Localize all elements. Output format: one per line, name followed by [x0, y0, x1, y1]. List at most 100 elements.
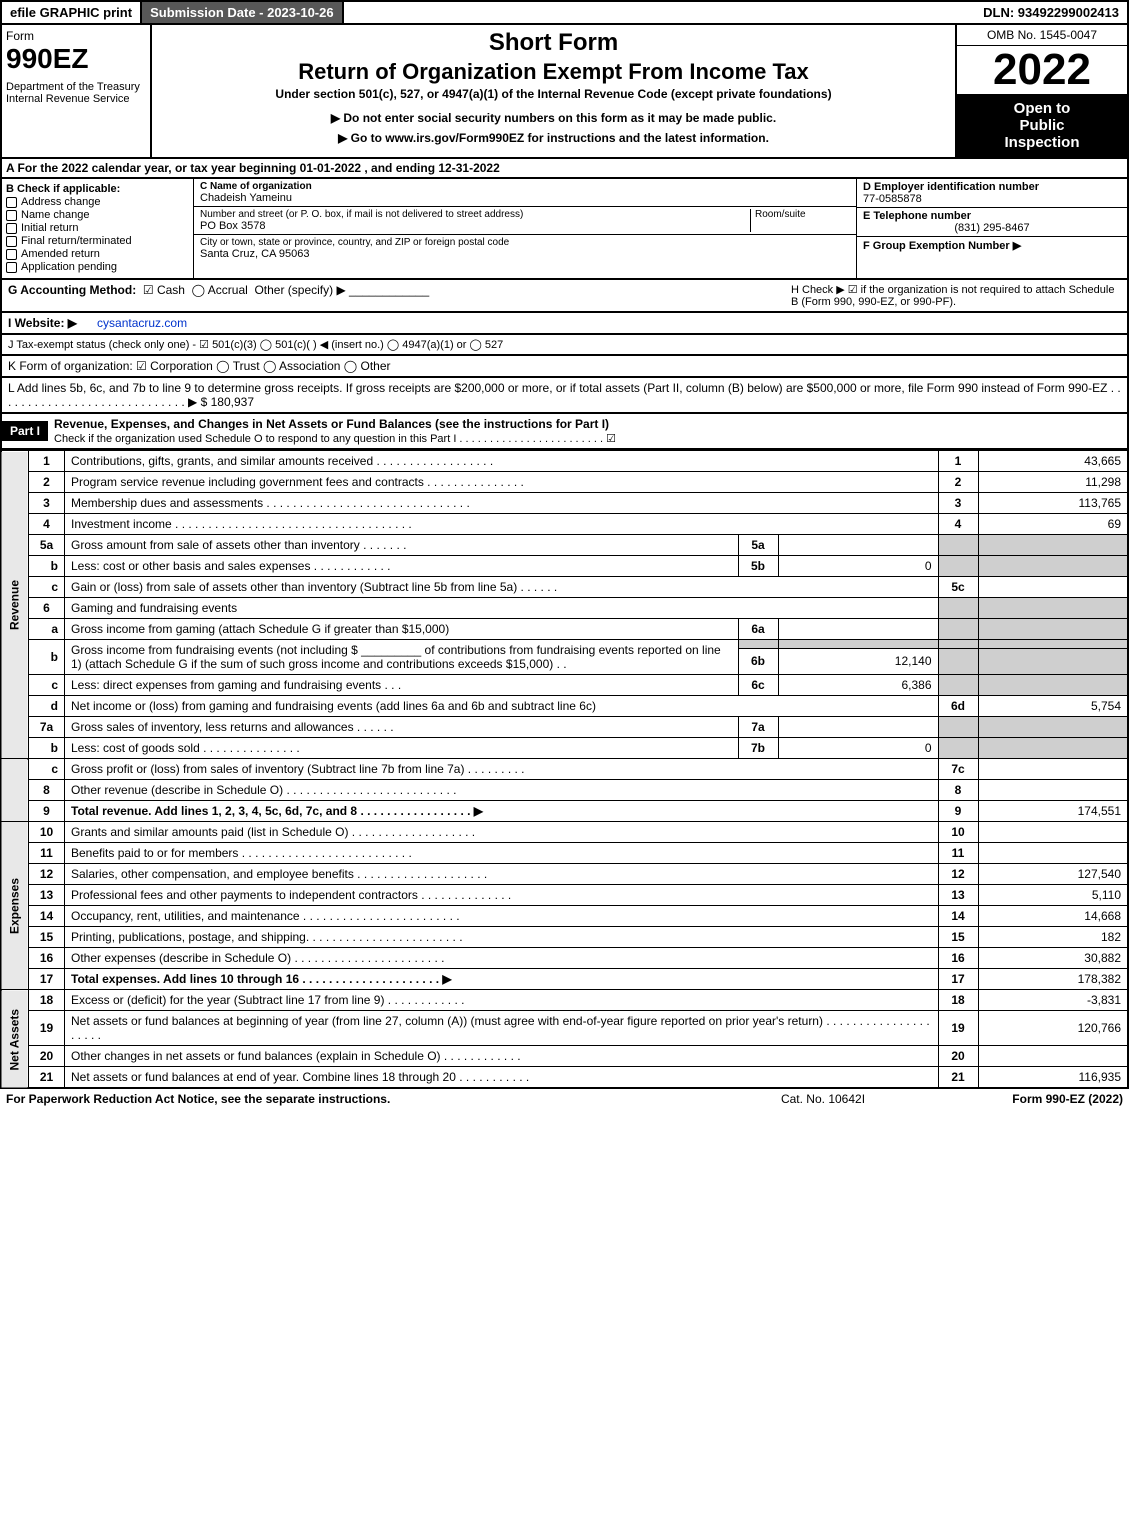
ln4-desc: Investment income . . . . . . . . . . . …	[65, 514, 939, 535]
ln7b-no: b	[29, 738, 65, 759]
ln6-desc: Gaming and fundraising events	[65, 598, 939, 619]
tax-year: 2022	[957, 46, 1127, 94]
ln8-col: 8	[938, 780, 978, 801]
dept-line2: Internal Revenue Service	[6, 93, 146, 105]
room-label: Room/suite	[750, 209, 850, 232]
ln5a-shade2	[978, 535, 1128, 556]
ln21-no: 21	[29, 1067, 65, 1089]
ein-label: D Employer identification number	[863, 181, 1121, 193]
ln7a-no: 7a	[29, 717, 65, 738]
ln6a-desc: Gross income from gaming (attach Schedul…	[65, 619, 739, 640]
ln7b-shade2	[978, 738, 1128, 759]
ln6d-desc: Net income or (loss) from gaming and fun…	[65, 696, 939, 717]
ln13-desc: Professional fees and other payments to …	[65, 885, 939, 906]
ln20-amt	[978, 1046, 1128, 1067]
opt-final: Final return/terminated	[21, 235, 132, 247]
efile-label: efile GRAPHIC print	[2, 2, 142, 23]
ln6d-col: 6d	[938, 696, 978, 717]
ln10-amt	[978, 822, 1128, 843]
street-label: Number and street (or P. O. box, if mail…	[200, 209, 750, 220]
section-gh: G Accounting Method: ☑ Cash ◯ Accrual Ot…	[0, 280, 1129, 313]
check-name-change[interactable]: Name change	[6, 209, 189, 221]
ln14-no: 14	[29, 906, 65, 927]
ln16-amt: 30,882	[978, 948, 1128, 969]
ln20-desc: Other changes in net assets or fund bala…	[65, 1046, 939, 1067]
ln5b-shade	[938, 556, 978, 577]
check-final-return[interactable]: Final return/terminated	[6, 235, 189, 247]
ln9-col: 9	[938, 801, 978, 822]
ln11-no: 11	[29, 843, 65, 864]
ln18-col: 18	[938, 990, 978, 1011]
ln6c-subval: 6,386	[778, 675, 938, 696]
ln6b-shade4	[978, 648, 1128, 674]
footer-left: For Paperwork Reduction Act Notice, see …	[6, 1092, 723, 1106]
ln6b-desc1: Gross income from fundraising events (no…	[71, 643, 358, 657]
ln15-no: 15	[29, 927, 65, 948]
c-name-label: C Name of organization	[200, 181, 850, 192]
check-address-change[interactable]: Address change	[6, 196, 189, 208]
ln6b-shade-val	[778, 640, 938, 649]
section-i: I Website: ▶ cysantacruz.com	[0, 313, 1129, 335]
check-initial-return[interactable]: Initial return	[6, 222, 189, 234]
ln5b-sub: 5b	[738, 556, 778, 577]
org-name: Chadeish Yameinu	[200, 192, 850, 204]
subtitle: Under section 501(c), 527, or 4947(a)(1)…	[160, 87, 947, 101]
ln6b-shade	[938, 640, 978, 649]
section-g: G Accounting Method: ☑ Cash ◯ Accrual Ot…	[8, 283, 771, 308]
section-j: J Tax-exempt status (check only one) - ☑…	[0, 335, 1129, 356]
ln7c-desc: Gross profit or (loss) from sales of inv…	[65, 759, 939, 780]
open-line1: Open to	[963, 100, 1121, 117]
form-header-center: Short Form Return of Organization Exempt…	[152, 25, 957, 157]
ln20-no: 20	[29, 1046, 65, 1067]
website-link[interactable]: cysantacruz.com	[97, 316, 187, 330]
ln9-desc: Total revenue. Add lines 1, 2, 3, 4, 5c,…	[65, 801, 939, 822]
goto-link[interactable]: ▶ Go to www.irs.gov/Form990EZ for instru…	[160, 131, 947, 145]
ln15-desc: Printing, publications, postage, and shi…	[65, 927, 939, 948]
ln19-amt: 120,766	[978, 1011, 1128, 1046]
ln6-shade	[938, 598, 978, 619]
ln5c-col: 5c	[938, 577, 978, 598]
opt-name: Name change	[21, 209, 90, 221]
ln5a-sub: 5a	[738, 535, 778, 556]
ln6a-subval	[778, 619, 938, 640]
open-line3: Inspection	[963, 134, 1121, 151]
ln6c-desc: Less: direct expenses from gaming and fu…	[65, 675, 739, 696]
side-revenue: Revenue	[1, 451, 29, 759]
ln6d-no: d	[29, 696, 65, 717]
ln9-amt: 174,551	[978, 801, 1128, 822]
ln15-col: 15	[938, 927, 978, 948]
ln3-col: 3	[938, 493, 978, 514]
check-amended-return[interactable]: Amended return	[6, 248, 189, 260]
ln2-desc: Program service revenue including govern…	[65, 472, 939, 493]
footer: For Paperwork Reduction Act Notice, see …	[0, 1089, 1129, 1109]
part1-check: Check if the organization used Schedule …	[54, 433, 616, 445]
ln14-col: 14	[938, 906, 978, 927]
ln7b-sub: 7b	[738, 738, 778, 759]
ln5b-shade2	[978, 556, 1128, 577]
g-accrual: Accrual	[208, 283, 248, 297]
ln7c-amt	[978, 759, 1128, 780]
title-return: Return of Organization Exempt From Incom…	[160, 59, 947, 85]
footer-right: Form 990-EZ (2022)	[923, 1092, 1123, 1106]
ln5b-no: b	[29, 556, 65, 577]
ln9-no: 9	[29, 801, 65, 822]
ln3-no: 3	[29, 493, 65, 514]
ln14-desc: Occupancy, rent, utilities, and maintena…	[65, 906, 939, 927]
ln1-desc: Contributions, gifts, grants, and simila…	[65, 451, 939, 472]
check-application-pending[interactable]: Application pending	[6, 261, 189, 273]
block-bcdef: B Check if applicable: Address change Na…	[0, 179, 1129, 280]
ln5b-desc: Less: cost or other basis and sales expe…	[65, 556, 739, 577]
ln5a-subval	[778, 535, 938, 556]
ln7b-subval: 0	[778, 738, 938, 759]
form-header-left: Form 990EZ Department of the Treasury In…	[2, 25, 152, 157]
ln4-no: 4	[29, 514, 65, 535]
ln3-desc: Membership dues and assessments . . . . …	[65, 493, 939, 514]
checkbox-icon	[6, 210, 17, 221]
ln7a-subval	[778, 717, 938, 738]
l-text: L Add lines 5b, 6c, and 7b to line 9 to …	[8, 381, 1121, 409]
phone: (831) 295-8467	[863, 222, 1121, 234]
section-l: L Add lines 5b, 6c, and 7b to line 9 to …	[0, 378, 1129, 414]
ln6b-subval: 12,140	[778, 648, 938, 674]
ln19-desc: Net assets or fund balances at beginning…	[65, 1011, 939, 1046]
ln7c-no: c	[29, 759, 65, 780]
